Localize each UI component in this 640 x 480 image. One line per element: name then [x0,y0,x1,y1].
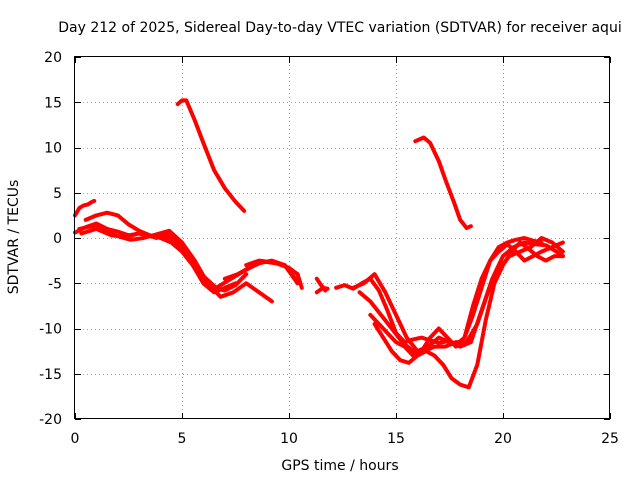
y-tick-label: -20 [39,412,62,428]
x-tick-label: 5 [178,431,187,447]
series-midday-short-3 [314,285,330,295]
x-tick-label: 10 [280,431,298,447]
series-morning-arc-2 [83,210,249,293]
series-afternoon-arc-5 [372,240,565,390]
y-tick-label: 0 [53,231,62,247]
y-axis-label: SDTVAR / TECUs [6,180,22,295]
y-tick-labels: -20 -15 -10 -5 0 5 10 15 20 [39,50,62,428]
plot-frame [74,56,610,419]
series-midday-short-1 [295,272,304,290]
y-tick-label: -15 [39,367,62,383]
series-afternoon-arc-4 [368,240,565,358]
x-tick-label: 20 [494,431,512,447]
x-tick-label: 0 [71,431,80,447]
y-tick-label: 20 [44,50,62,66]
series-layer [73,98,565,390]
series-afternoon-arc-2 [351,240,565,354]
tick-layer [75,57,611,420]
x-tick-label: 15 [387,431,405,447]
series-midday-arc-2 [244,258,298,281]
y-tick-label: 15 [44,95,62,111]
y-tick-label: 5 [53,186,62,202]
x-tick-labels: 0 5 10 15 20 25 [71,431,619,447]
x-tick-label: 25 [601,431,619,447]
y-tick-label: 10 [44,141,62,157]
series-arc-peak-16h [413,135,473,230]
chart-title: Day 212 of 2025, Sidereal Day-to-day VTE… [58,20,621,36]
series-arc-peak-5h [175,98,247,213]
series-arc-early-high [73,198,97,218]
y-tick-label: -5 [48,276,62,292]
grid-layer [75,57,610,419]
y-tick-label: -10 [39,322,62,338]
x-axis-label: GPS time / hours [281,458,398,474]
